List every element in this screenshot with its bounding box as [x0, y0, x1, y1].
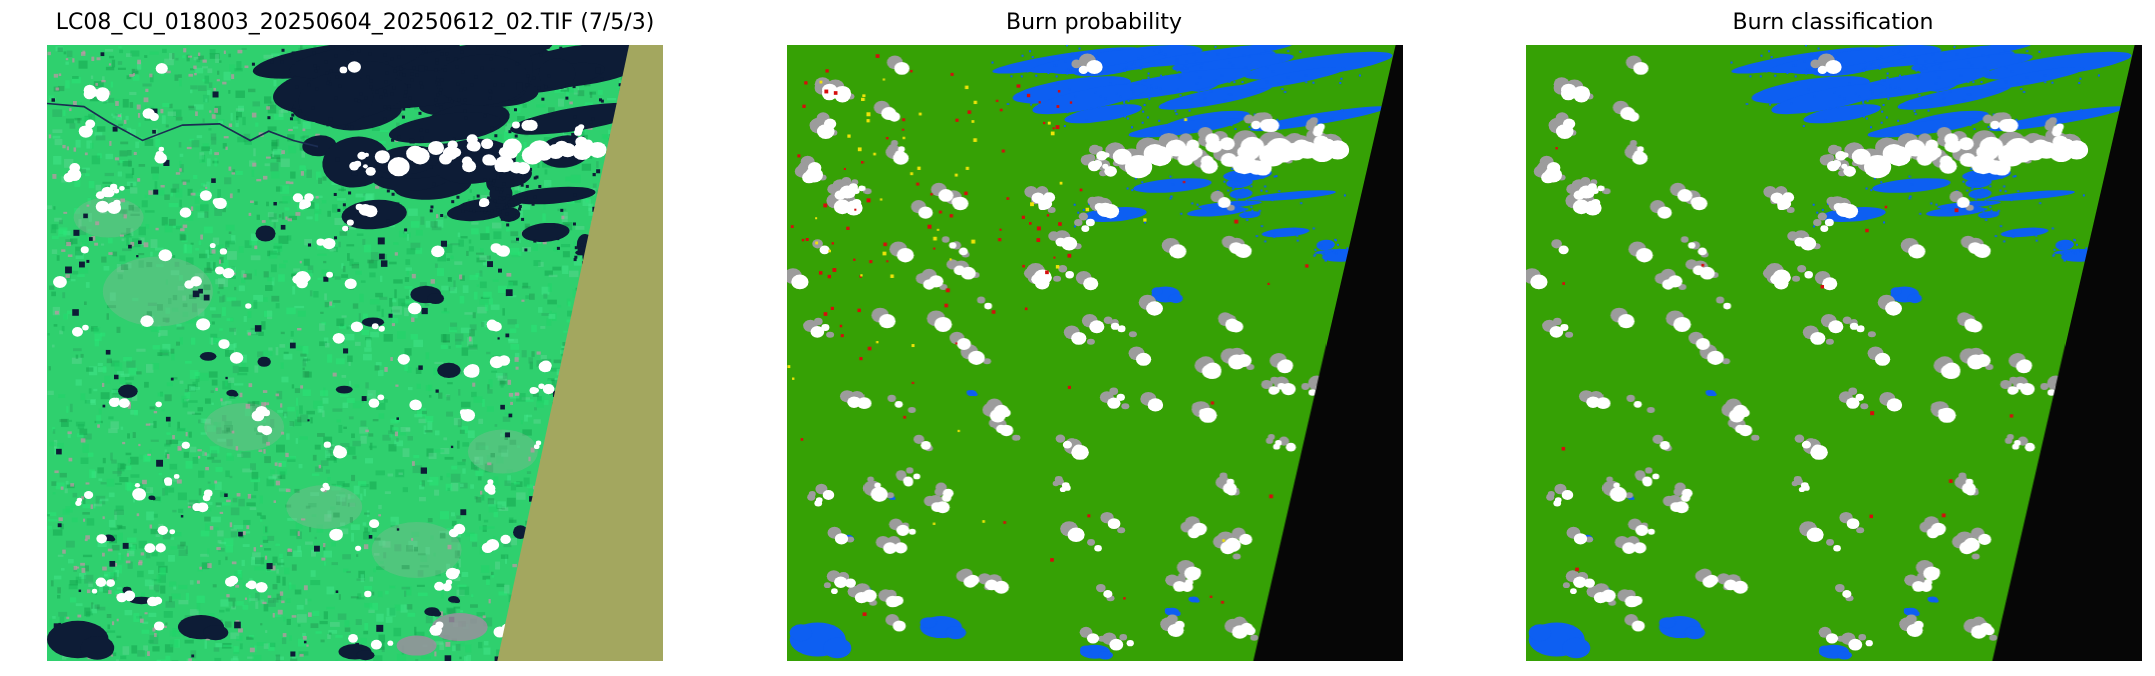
scene-panel-title: LC08_CU_018003_20250604_20250612_02.TIF …	[55, 10, 655, 35]
burn-classification-panel	[1526, 45, 2142, 661]
scene-image	[47, 45, 663, 661]
burn-probability-title: Burn probability	[1005, 10, 1182, 35]
burn-probability-panel	[787, 45, 1403, 661]
burn-classification-title: Burn classification	[1732, 10, 1934, 35]
burn-probability-image	[787, 45, 1403, 661]
scene-panel	[47, 45, 663, 661]
burn-classification-image	[1526, 45, 2142, 661]
